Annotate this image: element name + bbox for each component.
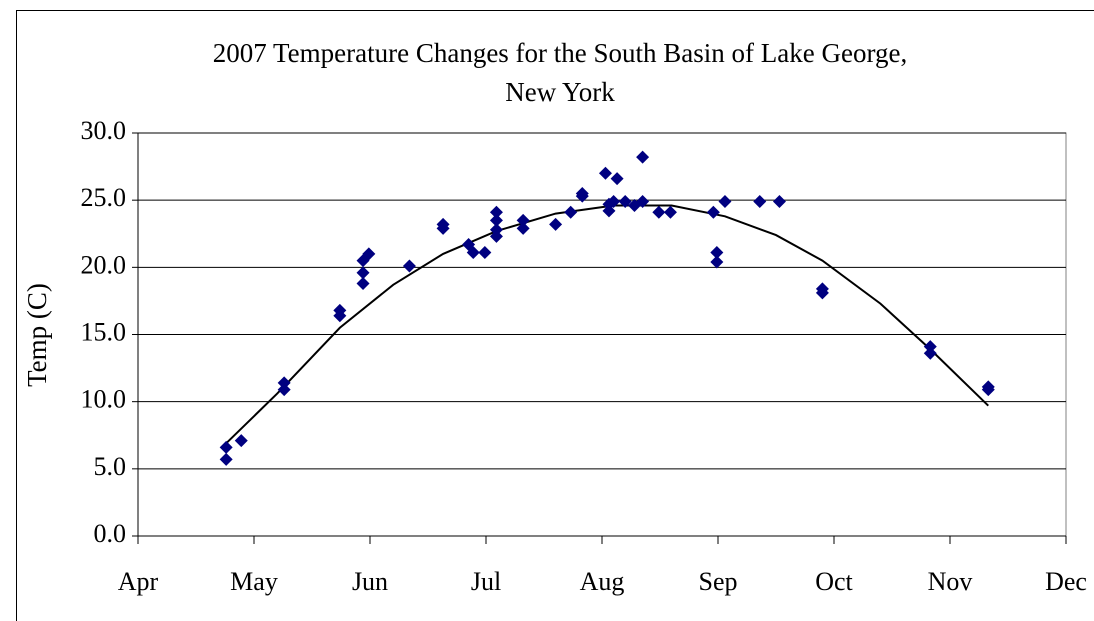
y-tick-label: 10.0 (81, 385, 127, 414)
data-point (706, 205, 720, 219)
data-point (652, 205, 666, 219)
data-point (436, 217, 450, 231)
data-point (516, 221, 530, 235)
data-point (362, 247, 376, 261)
data-point (710, 246, 724, 260)
data-point (489, 205, 503, 219)
data-point (402, 259, 416, 273)
data-point (923, 340, 937, 354)
y-tick-label: 25.0 (81, 183, 127, 212)
y-tick-label: 20.0 (81, 250, 127, 279)
x-tick-label: Jun (352, 567, 388, 596)
chart-title: 2007 Temperature Changes for the South B… (213, 38, 907, 68)
data-point (618, 195, 632, 209)
data-point (277, 376, 291, 390)
data-point (356, 276, 370, 290)
data-point (981, 383, 995, 397)
data-point (219, 452, 233, 466)
data-point (598, 166, 612, 180)
data-point (489, 229, 503, 243)
x-tick-label: Apr (118, 567, 159, 596)
data-point (753, 195, 767, 209)
data-point (772, 195, 786, 209)
x-tick-label: Oct (815, 567, 853, 596)
data-point (710, 255, 724, 269)
x-tick-label: Sep (699, 567, 738, 596)
x-tick-label: May (230, 567, 278, 596)
y-tick-label: 5.0 (94, 452, 127, 481)
data-point (663, 205, 677, 219)
data-point (610, 172, 624, 186)
data-point (356, 266, 370, 280)
data-point (564, 205, 578, 219)
x-tick-label: Dec (1045, 567, 1087, 596)
y-tick-label: 15.0 (81, 317, 127, 346)
y-axis-label: Temp (C) (22, 283, 52, 387)
data-point (718, 195, 732, 209)
y-tick-label: 30.0 (81, 116, 127, 145)
y-tick-label: 0.0 (94, 519, 127, 548)
data-point (575, 186, 589, 200)
data-point (602, 204, 616, 218)
data-point (549, 217, 563, 231)
data-point (219, 440, 233, 454)
data-point (607, 195, 621, 209)
data-point (516, 213, 530, 227)
data-point (333, 303, 347, 317)
data-point (815, 286, 829, 300)
data-point (923, 346, 937, 360)
x-tick-label: Jul (471, 567, 501, 596)
x-tick-label: Nov (928, 567, 973, 596)
data-point (636, 150, 650, 164)
data-point (478, 246, 492, 260)
data-point (234, 434, 248, 448)
data-point (489, 213, 503, 227)
chart-subtitle: New York (505, 77, 615, 107)
data-point (636, 195, 650, 209)
data-point (489, 223, 503, 237)
data-point (466, 246, 480, 260)
data-point (277, 383, 291, 397)
x-tick-label: Aug (580, 567, 625, 596)
